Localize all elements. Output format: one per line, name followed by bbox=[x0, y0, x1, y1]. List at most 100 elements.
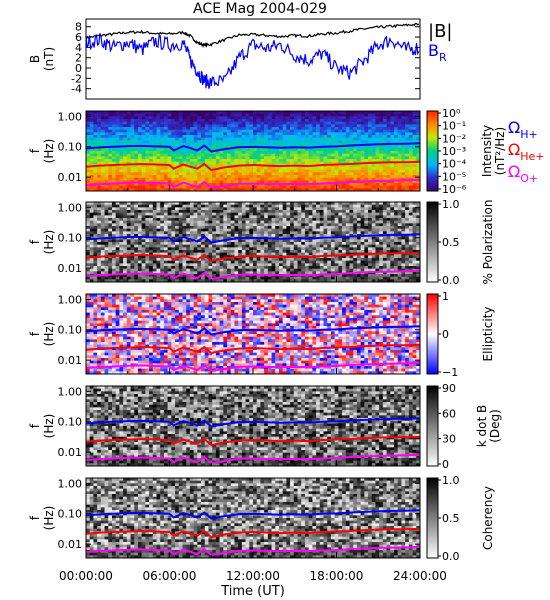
heatmap-cell bbox=[264, 113, 269, 117]
heatmap-cell bbox=[160, 274, 165, 277]
heatmap-cell bbox=[208, 260, 213, 264]
heatmap-cell bbox=[197, 202, 202, 205]
heatmap-cell bbox=[108, 143, 113, 146]
heatmap-cell bbox=[149, 148, 154, 152]
heatmap-cell bbox=[227, 137, 232, 141]
heatmap-cell bbox=[342, 164, 347, 168]
heatmap-cell bbox=[137, 212, 142, 216]
heatmap-cell bbox=[301, 169, 306, 173]
heatmap-cell bbox=[319, 204, 324, 208]
heatmap-cell bbox=[163, 113, 168, 117]
heatmap-cell bbox=[360, 124, 365, 128]
heatmap-cell bbox=[356, 137, 361, 141]
heatmap-cell bbox=[301, 127, 306, 130]
heatmap-cell bbox=[167, 124, 172, 128]
heatmap-cell bbox=[249, 137, 254, 141]
heatmap-cell bbox=[282, 276, 287, 280]
heatmap-cell bbox=[334, 260, 339, 264]
heatmap-cell bbox=[230, 172, 235, 176]
heatmap-cell bbox=[338, 260, 343, 264]
heatmap-cell bbox=[141, 127, 146, 130]
heatmap-cell bbox=[171, 274, 176, 277]
heatmap-cell bbox=[212, 258, 217, 261]
heatmap-cell bbox=[249, 242, 254, 245]
heatmap-cell bbox=[338, 268, 343, 272]
heatmap-cell bbox=[219, 236, 224, 240]
heatmap-cell bbox=[342, 266, 347, 269]
heatmap-cell bbox=[368, 169, 373, 173]
heatmap-cell bbox=[212, 137, 217, 141]
heatmap-cell bbox=[308, 129, 313, 133]
heatmap-cell bbox=[100, 156, 105, 160]
heatmap-cell bbox=[227, 140, 232, 144]
heatmap-cell bbox=[97, 180, 102, 184]
heatmap-cell bbox=[208, 268, 213, 272]
heatmap-cell bbox=[301, 111, 306, 114]
heatmap-cell bbox=[152, 247, 157, 251]
heatmap-cell bbox=[245, 204, 250, 208]
heatmap-cell bbox=[171, 124, 176, 128]
heatmap-cell bbox=[137, 279, 142, 283]
heatmap-cell bbox=[201, 263, 206, 267]
heatmap-cell bbox=[260, 258, 265, 261]
heatmap-cell bbox=[130, 242, 135, 245]
heatmap-cell bbox=[178, 223, 183, 227]
heatmap-cell bbox=[145, 226, 150, 229]
heatmap-cell bbox=[175, 207, 180, 211]
heatmap-cell bbox=[342, 210, 347, 213]
heatmap-cell bbox=[360, 156, 365, 160]
heatmap-cell bbox=[293, 113, 298, 117]
heatmap-cell bbox=[204, 260, 209, 264]
heatmap-cell bbox=[100, 148, 105, 152]
heatmap-cell bbox=[334, 271, 339, 275]
heatmap-cell bbox=[89, 263, 94, 267]
heatmap-cell bbox=[334, 167, 339, 170]
heatmap-cell bbox=[282, 250, 287, 253]
heatmap-cell bbox=[141, 164, 146, 168]
heatmap-cell bbox=[301, 188, 306, 192]
heatmap-cell bbox=[323, 129, 328, 133]
heatmap-cell bbox=[278, 188, 283, 192]
heatmap-cell bbox=[123, 188, 128, 192]
heatmap-cell bbox=[416, 161, 421, 165]
heatmap-cell bbox=[212, 239, 217, 243]
heatmap-cell bbox=[327, 137, 332, 141]
heatmap-cell bbox=[189, 239, 194, 243]
heatmap-cell bbox=[126, 207, 131, 211]
heatmap-cell bbox=[119, 255, 124, 259]
heatmap-cell bbox=[219, 135, 224, 138]
heatmap-cell bbox=[375, 132, 380, 136]
heatmap-cell bbox=[245, 148, 250, 152]
heatmap-cell bbox=[382, 151, 387, 154]
heatmap-cell bbox=[212, 210, 217, 213]
heatmap-cell bbox=[234, 161, 239, 165]
heatmap-cell bbox=[152, 153, 157, 157]
heatmap-cell bbox=[271, 268, 276, 272]
heatmap-cell bbox=[197, 180, 202, 184]
heatmap-cell bbox=[182, 183, 187, 186]
heatmap-cell bbox=[282, 127, 287, 130]
heatmap-cell bbox=[212, 159, 217, 162]
heatmap-cell bbox=[108, 132, 113, 136]
heatmap-cell bbox=[227, 276, 232, 280]
heatmap-cell bbox=[137, 210, 142, 213]
heatmap-cell bbox=[126, 210, 131, 213]
heatmap-cell bbox=[264, 143, 269, 146]
heatmap-cell bbox=[130, 215, 135, 219]
heatmap-cell bbox=[249, 220, 254, 224]
heatmap-cell bbox=[360, 132, 365, 136]
heatmap-cell bbox=[100, 258, 105, 261]
heatmap-cell bbox=[319, 215, 324, 219]
heatmap-cell bbox=[371, 185, 376, 189]
heatmap-cell bbox=[249, 226, 254, 229]
heatmap-cell bbox=[323, 212, 328, 216]
heatmap-cell bbox=[360, 177, 365, 181]
heatmap-cell bbox=[308, 244, 313, 248]
heatmap-cell bbox=[379, 169, 384, 173]
heatmap-cell bbox=[316, 268, 321, 272]
heatmap-cell bbox=[115, 183, 120, 186]
heatmap-cell bbox=[197, 132, 202, 136]
heatmap-cell bbox=[349, 247, 354, 251]
heatmap-cell bbox=[89, 188, 94, 192]
heatmap-cell bbox=[97, 111, 102, 114]
